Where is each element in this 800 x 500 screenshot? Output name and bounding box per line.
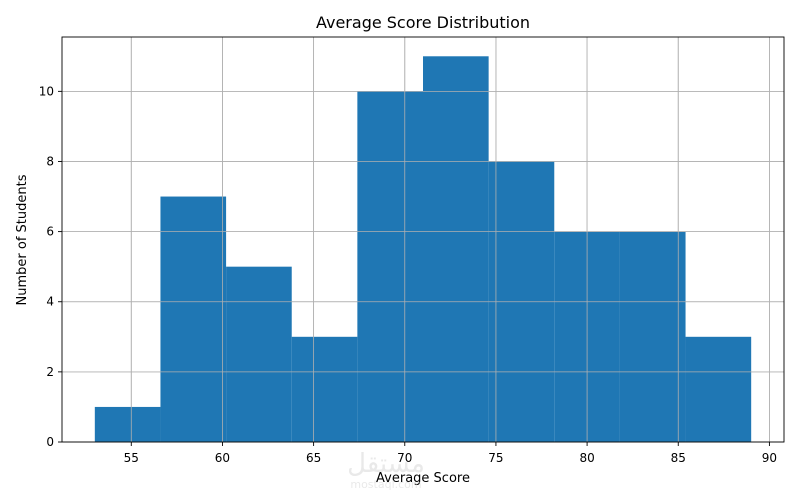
y-tick-label: 4 (46, 295, 54, 309)
histogram-bar (357, 91, 423, 442)
histogram-bar (619, 231, 686, 442)
x-tick-label: 65 (306, 451, 321, 465)
x-tick-label: 55 (124, 451, 139, 465)
y-tick-label: 2 (46, 365, 54, 379)
y-tick-label: 6 (46, 225, 54, 239)
x-tick-label: 85 (671, 451, 686, 465)
x-tick-label: 90 (762, 451, 777, 465)
x-tick-label: 75 (488, 451, 503, 465)
histogram-bar (226, 266, 292, 442)
histogram-bar (291, 336, 358, 442)
histogram-bar (685, 336, 752, 442)
axes-layer (61, 36, 785, 443)
y-tick-label: 10 (39, 84, 54, 98)
bars-layer (94, 56, 752, 443)
watermark-logo: مستقل (347, 449, 425, 479)
histogram-bar (423, 56, 489, 443)
histogram-bar (94, 406, 161, 442)
y-axis-ticks: 0 2 4 6 8 10 (39, 84, 62, 449)
x-tick-label: 70 (397, 451, 412, 465)
watermark-url: mostaql.com (350, 478, 421, 491)
x-axis-label: Average Score (376, 471, 470, 486)
watermark: مستقل mostaql.com (347, 449, 425, 491)
x-axis-ticks: 55 60 65 70 75 80 85 90 (124, 442, 777, 465)
chart-title: Average Score Distribution (316, 13, 530, 32)
y-tick-label: 8 (46, 154, 54, 168)
plot-frame (61, 36, 785, 443)
y-axis-label: Number of Students (15, 174, 30, 305)
x-tick-label: 80 (579, 451, 594, 465)
histogram-bar (160, 196, 227, 442)
x-tick-label: 60 (215, 451, 230, 465)
y-tick-label: 0 (46, 435, 54, 449)
